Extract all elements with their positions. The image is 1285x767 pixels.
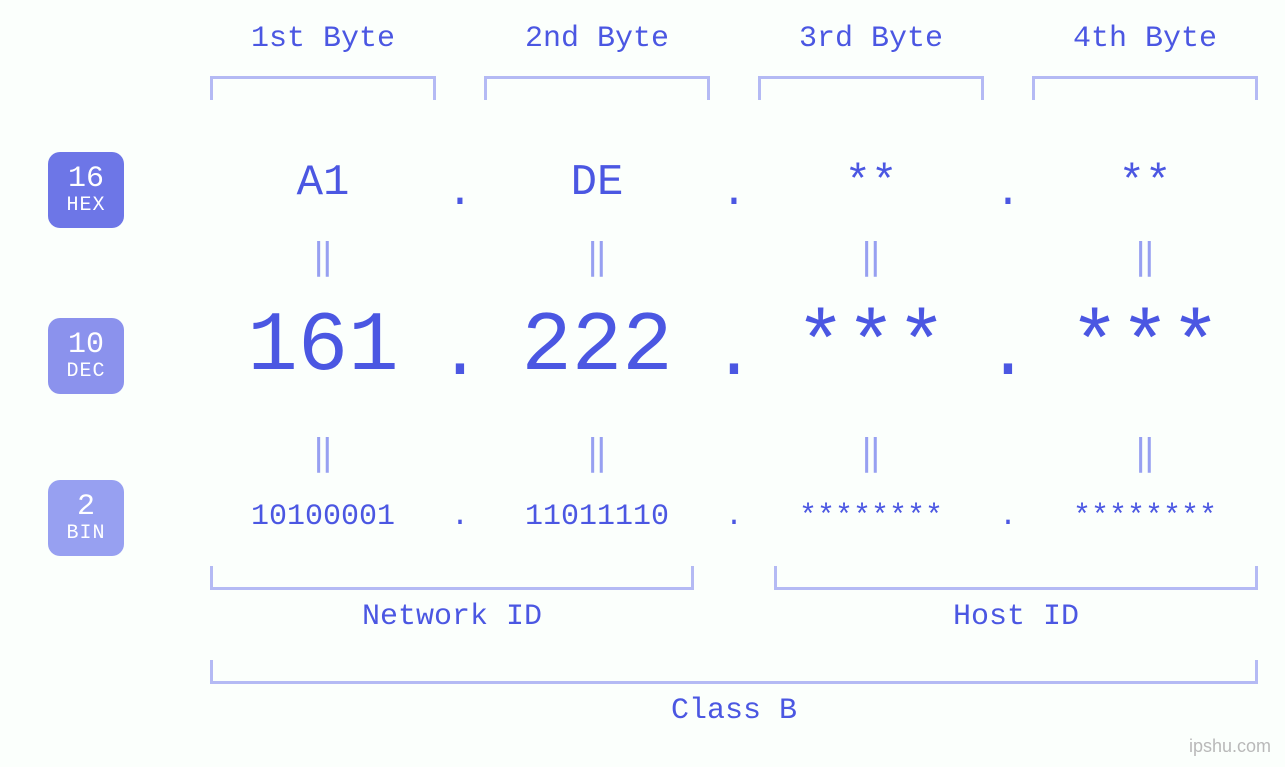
base-name-dec: DEC [66, 361, 105, 382]
equals-2-2: ‖ [484, 432, 710, 475]
dec-byte-1: 161 [210, 300, 436, 395]
bin-byte-4: ******** [1032, 500, 1258, 534]
base-name-hex: HEX [66, 195, 105, 216]
equals-2-1: ‖ [210, 432, 436, 475]
base-badge-dec: 10 DEC [48, 318, 124, 394]
equals-2-4: ‖ [1032, 432, 1258, 475]
label-network-id: Network ID [210, 600, 694, 634]
hex-byte-2: DE [484, 158, 710, 208]
dec-byte-4: *** [1032, 300, 1258, 395]
dec-sep-2: . [710, 314, 758, 396]
bin-byte-1: 10100001 [210, 500, 436, 534]
watermark: ipshu.com [1189, 736, 1271, 757]
hex-byte-1: A1 [210, 158, 436, 208]
hex-sep-1: . [436, 168, 484, 218]
base-badge-bin: 2 BIN [48, 480, 124, 556]
dec-byte-2: 222 [484, 300, 710, 395]
dec-sep-3: . [984, 314, 1032, 396]
col-label-2: 2nd Byte [484, 22, 710, 56]
bracket-top-4 [1032, 76, 1258, 100]
col-label-1: 1st Byte [210, 22, 436, 56]
base-badge-hex: 16 HEX [48, 152, 124, 228]
base-num-hex: 16 [68, 164, 104, 196]
ip-bytes-diagram: 16 HEX 10 DEC 2 BIN 1st Byte 2nd Byte 3r… [0, 0, 1285, 767]
bracket-host-id [774, 566, 1258, 590]
bin-sep-2: . [710, 500, 758, 534]
equals-1-2: ‖ [484, 236, 710, 279]
label-class: Class B [210, 694, 1258, 728]
equals-1-3: ‖ [758, 236, 984, 279]
bin-sep-3: . [984, 500, 1032, 534]
bracket-top-3 [758, 76, 984, 100]
hex-byte-3: ** [758, 158, 984, 208]
equals-2-3: ‖ [758, 432, 984, 475]
bracket-top-2 [484, 76, 710, 100]
dec-sep-1: . [436, 314, 484, 396]
bin-byte-3: ******** [758, 500, 984, 534]
base-num-bin: 2 [77, 492, 95, 524]
bin-sep-1: . [436, 500, 484, 534]
col-label-3: 3rd Byte [758, 22, 984, 56]
hex-sep-2: . [710, 168, 758, 218]
bracket-class [210, 660, 1258, 684]
base-name-bin: BIN [66, 523, 105, 544]
bin-byte-2: 11011110 [484, 500, 710, 534]
bracket-network-id [210, 566, 694, 590]
base-num-dec: 10 [68, 330, 104, 362]
hex-sep-3: . [984, 168, 1032, 218]
label-host-id: Host ID [774, 600, 1258, 634]
dec-byte-3: *** [758, 300, 984, 395]
equals-1-4: ‖ [1032, 236, 1258, 279]
equals-1-1: ‖ [210, 236, 436, 279]
hex-byte-4: ** [1032, 158, 1258, 208]
bracket-top-1 [210, 76, 436, 100]
col-label-4: 4th Byte [1032, 22, 1258, 56]
